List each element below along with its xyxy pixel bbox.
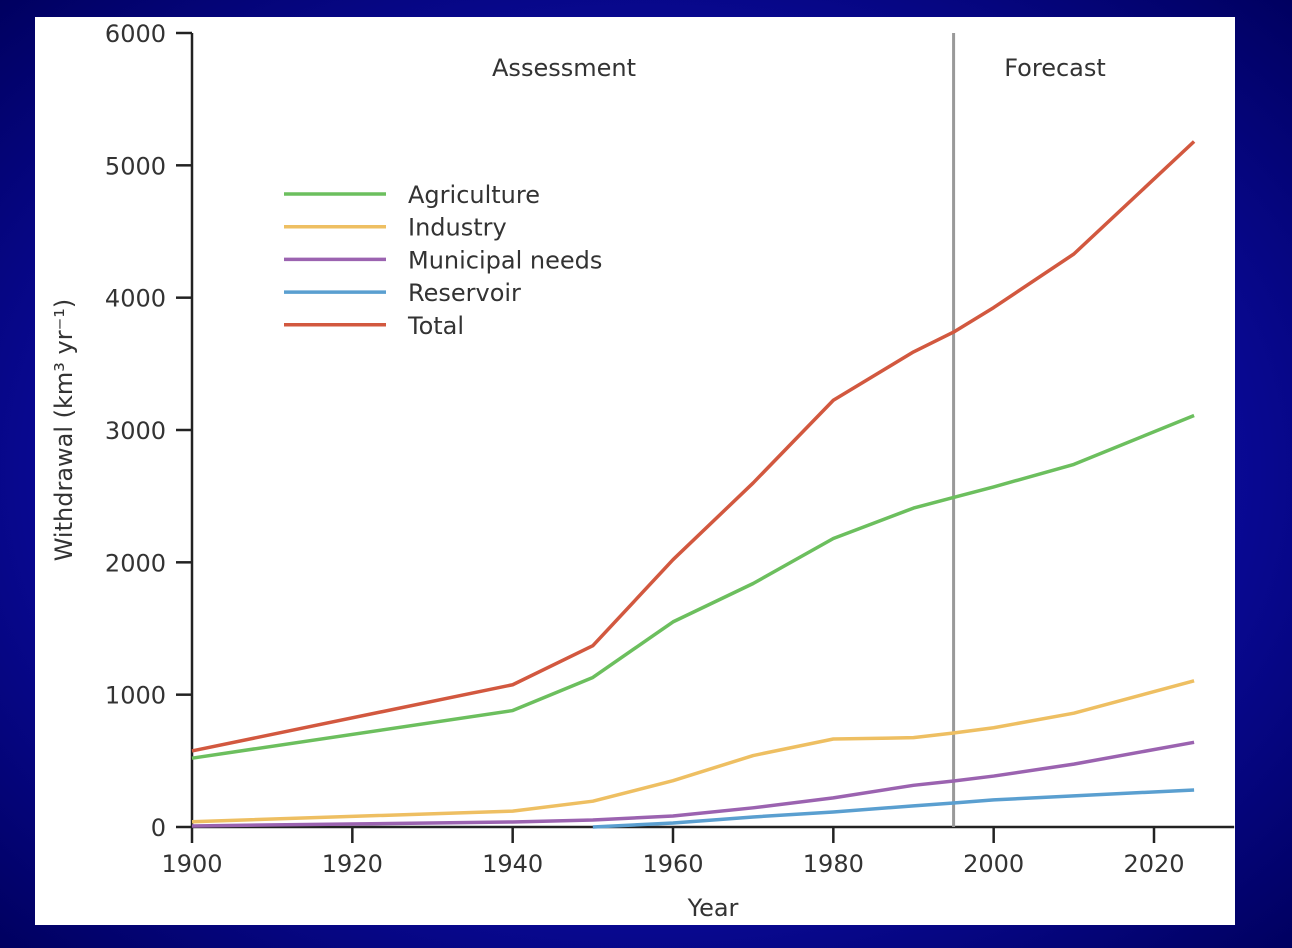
- chart-panel: [35, 17, 1235, 925]
- y-tick-label: 3000: [105, 417, 166, 445]
- series-line-municipal-needs: [191, 740, 1195, 828]
- x-tick-label: 1940: [482, 850, 543, 878]
- x-tick-label: 1960: [642, 850, 703, 878]
- x-tick-label: 1920: [322, 850, 383, 878]
- x-tick-label: 1980: [803, 850, 864, 878]
- annotation-forecast: Forecast: [1004, 54, 1106, 82]
- legend-label-municipal-needs: Municipal needs: [408, 246, 602, 274]
- y-tick-label: 1000: [105, 682, 166, 710]
- series-line-industry: [191, 679, 1195, 824]
- annotation-assessment: Assessment: [492, 54, 636, 82]
- y-tick-label: 6000: [105, 20, 166, 48]
- series-line-total: [191, 140, 1196, 753]
- y-tick-label: 5000: [105, 152, 166, 180]
- x-tick-label: 2020: [1123, 850, 1184, 878]
- y-axis-label: Withdrawal (km³ yr⁻¹): [50, 299, 78, 562]
- y-tick-label: 0: [151, 814, 166, 842]
- series-line-agriculture: [191, 413, 1195, 760]
- y-tick-label: 2000: [105, 549, 166, 577]
- legend-label-reservoir: Reservoir: [408, 279, 521, 307]
- y-tick-label: 4000: [105, 285, 166, 313]
- legend-label-total: Total: [407, 312, 464, 340]
- x-axis-label: Year: [687, 894, 739, 922]
- x-tick-label: 2000: [963, 850, 1024, 878]
- legend-label-agriculture: Agriculture: [408, 181, 540, 209]
- legend-label-industry: Industry: [408, 214, 507, 242]
- series-line-reservoir: [592, 788, 1195, 829]
- x-tick-label: 1900: [161, 850, 222, 878]
